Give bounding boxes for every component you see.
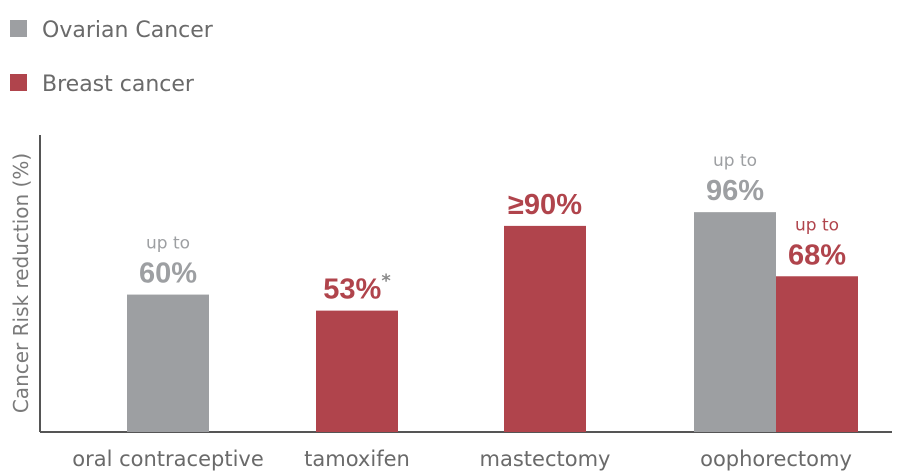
legend-swatch bbox=[10, 74, 27, 91]
data-label-value: 96% bbox=[706, 175, 764, 207]
data-label: 96% up to bbox=[706, 151, 764, 207]
bar bbox=[316, 310, 398, 432]
legend-label: Breast cancer bbox=[42, 72, 195, 97]
legend: Ovarian Cancer Breast cancer bbox=[10, 18, 214, 97]
category-label: tamoxifen bbox=[304, 447, 410, 471]
data-label-value: 68% bbox=[788, 239, 846, 271]
data-label-value: 60% bbox=[139, 258, 197, 290]
data-label-footnote-mark: * bbox=[381, 271, 391, 292]
data-label-value: ≥90% bbox=[508, 189, 582, 221]
data-label: ≥90% bbox=[508, 189, 582, 221]
category-label: oral contraceptive bbox=[72, 447, 264, 471]
data-label: 53%* bbox=[323, 271, 391, 306]
category-labels: oral contraceptive tamoxifen mastectomy oop… bbox=[72, 447, 852, 471]
legend-item: Breast cancer bbox=[10, 72, 195, 97]
bar bbox=[127, 294, 209, 432]
category-label: oophorectomy bbox=[700, 447, 852, 471]
bar bbox=[694, 212, 776, 432]
data-label: 60% up to bbox=[139, 234, 197, 290]
legend-label: Ovarian Cancer bbox=[42, 18, 214, 43]
legend-swatch bbox=[10, 20, 27, 37]
category-label: mastectomy bbox=[480, 447, 611, 471]
y-axis-title: Cancer Risk reduction (%) bbox=[9, 153, 33, 413]
bar bbox=[776, 276, 858, 432]
data-labels: 60% up to 53%* ≥90% 68% up to 96% up to bbox=[139, 151, 846, 305]
legend-item: Ovarian Cancer bbox=[10, 18, 214, 43]
bar bbox=[504, 225, 586, 432]
data-label-value: 53%* bbox=[323, 271, 391, 306]
bars bbox=[127, 212, 858, 432]
data-label: 68% up to bbox=[788, 215, 846, 271]
data-label-prefix: up to bbox=[795, 215, 839, 235]
data-label-prefix: up to bbox=[146, 234, 190, 254]
data-label-prefix: up to bbox=[713, 151, 757, 171]
